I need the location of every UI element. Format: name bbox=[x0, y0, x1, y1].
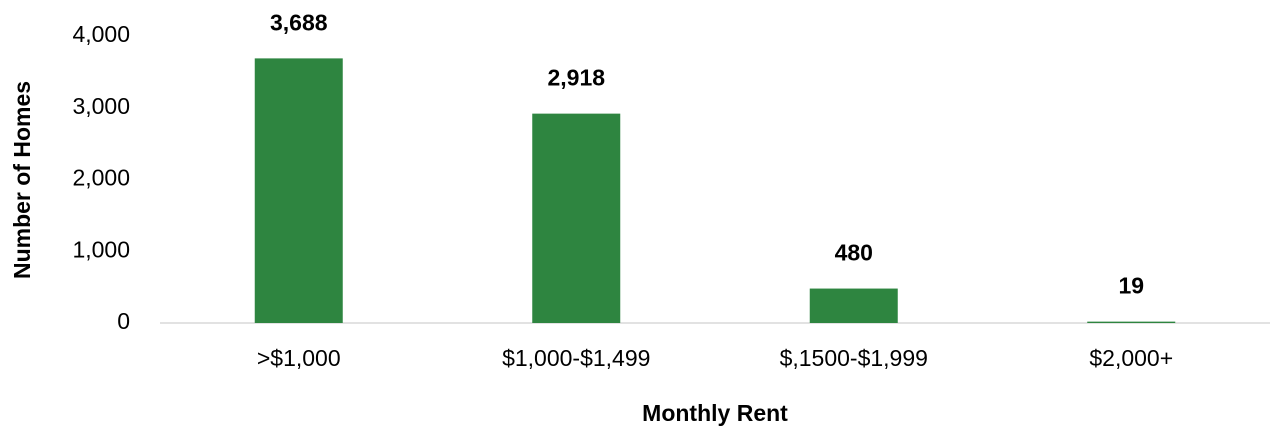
data-label: 19 bbox=[1118, 273, 1144, 299]
x-axis-title: Monthly Rent bbox=[642, 400, 788, 426]
y-axis-title: Number of Homes bbox=[9, 81, 35, 279]
x-tick-label: $,1500-$1,999 bbox=[780, 345, 928, 371]
data-label: 2,918 bbox=[547, 65, 605, 91]
y-tick-label: 0 bbox=[117, 308, 130, 334]
bar bbox=[532, 113, 621, 323]
bar bbox=[254, 58, 343, 324]
bar bbox=[809, 288, 898, 323]
y-tick-label: 3,000 bbox=[72, 93, 130, 119]
bar bbox=[1087, 321, 1176, 323]
y-tick-label: 1,000 bbox=[72, 236, 130, 262]
x-tick-label: >$1,000 bbox=[257, 345, 341, 371]
x-tick-label: $1,000-$1,499 bbox=[502, 345, 650, 371]
x-tick-label: $2,000+ bbox=[1089, 345, 1173, 371]
data-label: 3,688 bbox=[270, 9, 328, 35]
y-tick-label: 4,000 bbox=[72, 21, 130, 47]
data-label: 480 bbox=[835, 240, 873, 266]
y-tick-label: 2,000 bbox=[72, 165, 130, 191]
